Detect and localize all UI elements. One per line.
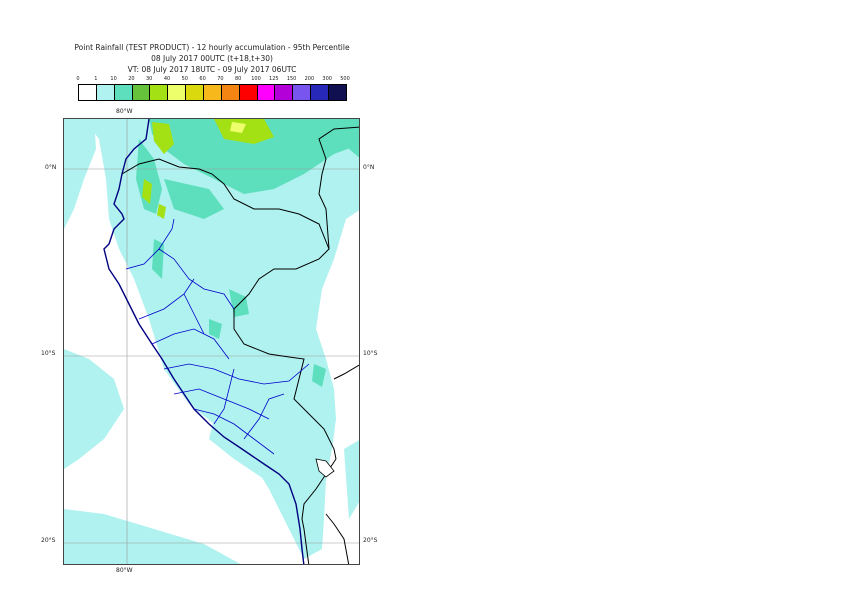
legend-threshold: 200: [304, 76, 315, 82]
legend-swatch: [132, 85, 151, 100]
legend-threshold: 20: [128, 76, 135, 82]
legend-threshold: 10: [110, 76, 117, 82]
legend-threshold-labels: 0 1 10 20 30 40 50 60 70 80 100 125 150 200 300 500: [76, 76, 350, 84]
title-line-3: VT: 08 July 2017 18UTC - 09 July 2017 06…: [127, 65, 297, 74]
legend-threshold: 125: [269, 76, 279, 82]
legend-threshold: 70: [217, 76, 224, 82]
right-latitude-label-20s: 20°S: [363, 537, 378, 544]
legend-threshold: 150: [286, 76, 297, 82]
chart-title: Point Rainfall (TEST PRODUCT) - 12 hourl…: [0, 42, 424, 75]
legend-threshold: 60: [199, 76, 206, 82]
legend-swatch: [329, 85, 346, 100]
legend-threshold: 100: [251, 76, 261, 82]
bottom-longitude-label: 80°W: [116, 567, 133, 574]
heavy-rain-cell-2: [214, 119, 274, 144]
legend-threshold: 300: [322, 76, 332, 82]
eastern-border: [318, 126, 359, 250]
legend-color-bar: [78, 84, 347, 101]
ocean-light-patch-west: [64, 349, 124, 469]
moderate-rain-cell-3: [312, 364, 326, 387]
right-edge-light-patch: [344, 440, 359, 519]
legend-threshold: 500: [340, 76, 350, 82]
legend-swatch: [204, 85, 222, 100]
legend-threshold: 50: [181, 76, 188, 82]
left-latitude-label-20s: 20°S: [41, 537, 56, 544]
left-latitude-label-0: 0°N: [45, 164, 57, 171]
legend-swatch: [96, 85, 115, 100]
legend-threshold: 0: [76, 76, 80, 82]
right-latitude-label-0: 0°N: [363, 164, 375, 171]
ocean-light-patch-south: [64, 509, 241, 564]
legend-swatch: [239, 85, 258, 100]
right-latitude-label-10s: 10°S: [363, 350, 378, 357]
south-border: [325, 513, 350, 564]
ocean-light-patch-southeast: [209, 419, 279, 479]
heavy-rain-cell-4: [157, 204, 166, 219]
left-latitude-label-10s: 10°S: [41, 350, 56, 357]
legend-swatch: [293, 85, 312, 100]
ocean-light-patch-north: [64, 119, 96, 229]
coastline: [103, 119, 305, 564]
rainfall-map: [63, 118, 360, 565]
southeast-border: [301, 458, 337, 564]
color-legend: 0 1 10 20 30 40 50 60 70 80 100 125 150 200 300 500: [76, 76, 350, 101]
legend-threshold: 40: [163, 76, 171, 82]
moderate-rain-north: [149, 119, 359, 194]
region-boundaries: [125, 218, 310, 455]
legend-swatch: [79, 85, 97, 100]
legend-swatch: [311, 85, 330, 100]
moderate-rain-cell-4: [209, 319, 222, 339]
legend-threshold: 80: [235, 76, 242, 82]
peak-rain-cell: [230, 122, 246, 133]
moderate-rain-inland: [164, 179, 224, 219]
legend-swatch: [186, 85, 205, 100]
right-border: [333, 364, 359, 380]
legend-swatch: [114, 85, 133, 100]
light-rain-field: [64, 119, 359, 559]
legend-swatch: [150, 85, 169, 100]
lake-titicaca: [315, 458, 335, 478]
map-canvas: [64, 119, 359, 564]
legend-threshold: 1: [94, 76, 98, 82]
northern-border: [121, 158, 337, 460]
legend-swatch: [257, 85, 276, 100]
moderate-rain-cell-2: [152, 239, 164, 279]
legend-swatch: [275, 85, 294, 100]
top-longitude-label: 80°W: [116, 108, 133, 115]
legend-swatch: [221, 85, 240, 100]
title-line-1: Point Rainfall (TEST PRODUCT) - 12 hourl…: [74, 43, 350, 52]
legend-swatch: [168, 85, 187, 100]
heavy-rain-cell-3: [142, 179, 152, 204]
heavy-rain-cell-1: [152, 122, 174, 154]
title-line-2: 08 July 2017 00UTC (t+18,t+30): [151, 54, 273, 63]
legend-threshold: 30: [146, 76, 153, 82]
